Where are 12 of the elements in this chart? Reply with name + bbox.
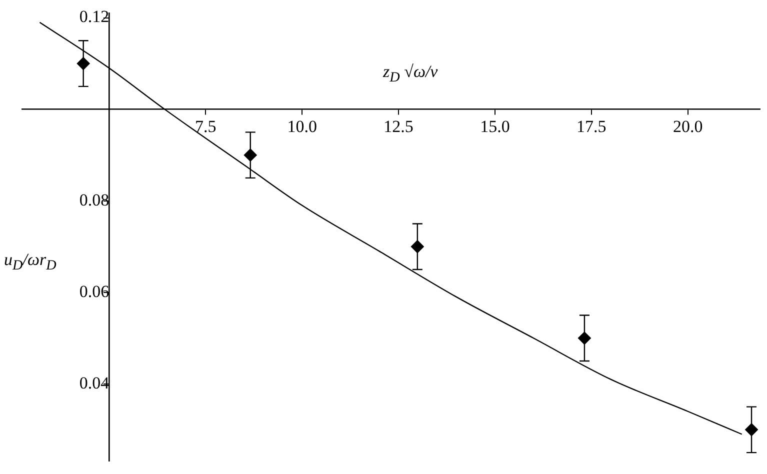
- y-tick-label: 0.04: [79, 373, 110, 392]
- y-tick-label: 0.08: [79, 190, 110, 210]
- x-tick-label: 12.5: [384, 116, 414, 136]
- y-axis-title: u$_{D}$/ωr$_{D}$: [4, 250, 56, 274]
- x-tick-label: 7.5: [195, 116, 216, 136]
- x-axis-title: z$_{D}$ √ω/ν: [383, 62, 438, 86]
- y-tick-label: 0.06: [79, 282, 110, 301]
- x-tick-label: 10.0: [287, 116, 317, 136]
- y-tick-label: 0.12: [79, 7, 110, 26]
- x-tick-label: 15.0: [480, 116, 510, 136]
- x-tick-label: 17.5: [576, 116, 606, 136]
- x-tick-label: 20.0: [672, 116, 703, 136]
